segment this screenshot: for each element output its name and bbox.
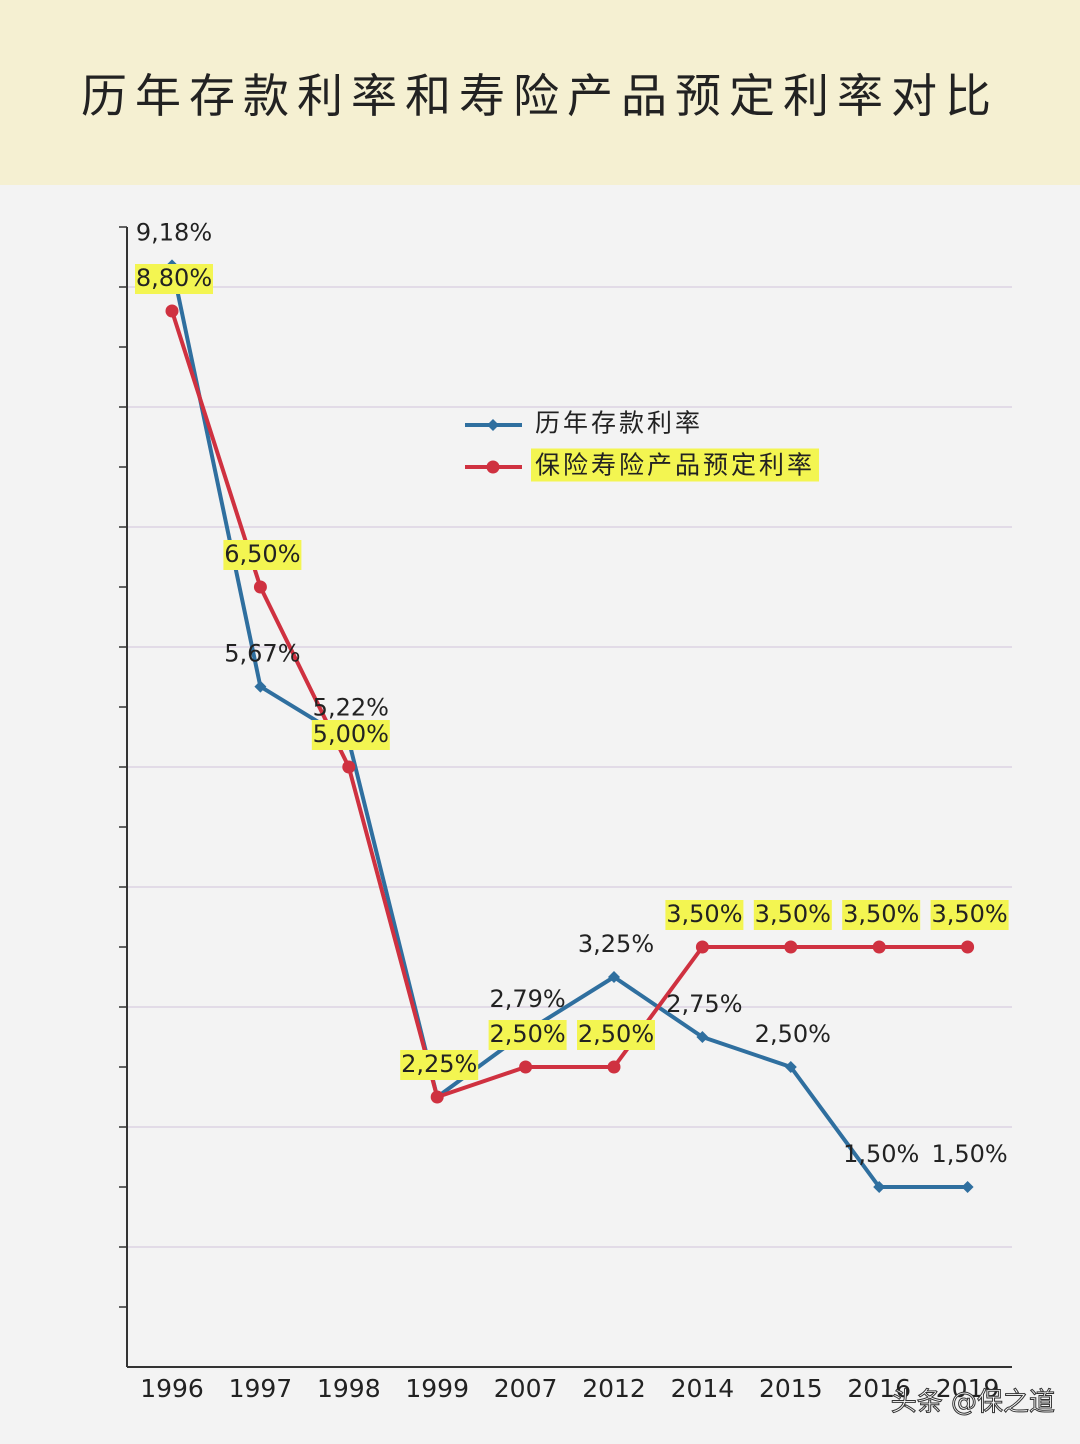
legend-label: 保险寿险产品预定利率 xyxy=(535,451,815,480)
data-label: 5,22% xyxy=(313,694,389,722)
data-label: 8,80% xyxy=(136,264,212,292)
data-label: 5,67% xyxy=(224,640,300,668)
series-line xyxy=(170,264,968,1189)
point xyxy=(873,1181,886,1193)
label-highlight xyxy=(135,264,213,294)
x-tick-label: 2014 xyxy=(671,1374,735,1403)
data-label: 1,50% xyxy=(931,1140,1007,1168)
point xyxy=(961,940,975,954)
x-tick-label: 1997 xyxy=(229,1374,293,1403)
point xyxy=(165,304,179,318)
label-highlight xyxy=(842,900,921,930)
point xyxy=(608,971,620,983)
point xyxy=(486,460,500,474)
data-label: 3,50% xyxy=(931,900,1007,928)
x-tick-label: 1996 xyxy=(140,1374,204,1403)
data-label: 2,79% xyxy=(489,985,565,1013)
x-tick-label: 1999 xyxy=(405,1374,469,1403)
data-label: 2,50% xyxy=(489,1020,565,1048)
x-tick-label: 2019 xyxy=(936,1374,1000,1403)
watermark: 头条 @保之道 xyxy=(891,1388,1055,1418)
x-tick-label: 2016 xyxy=(847,1374,911,1403)
data-label: 2,50% xyxy=(755,1020,831,1048)
x-tick-label: 2015 xyxy=(759,1374,823,1403)
label-highlight xyxy=(400,1050,479,1080)
point xyxy=(872,940,886,954)
point xyxy=(695,940,709,954)
x-tick-label: 2012 xyxy=(582,1374,646,1403)
label-highlight xyxy=(577,1020,655,1050)
point xyxy=(430,1090,444,1104)
label-highlight xyxy=(223,540,302,570)
point xyxy=(696,1031,709,1043)
legend-highlight xyxy=(531,448,820,482)
label-highlight xyxy=(930,900,1009,930)
legend-label: 历年存款利率 xyxy=(535,409,703,438)
data-label: 3,50% xyxy=(666,900,742,928)
point xyxy=(254,680,267,693)
point xyxy=(607,1060,621,1074)
data-label: 2,25% xyxy=(401,1050,477,1078)
x-tick-label: 2007 xyxy=(494,1374,558,1403)
point xyxy=(253,580,267,594)
point xyxy=(784,1061,797,1073)
label-highlight xyxy=(488,1020,567,1050)
label-highlight xyxy=(665,900,744,930)
point xyxy=(519,1060,533,1074)
series-line xyxy=(170,310,968,1099)
data-label: 3,50% xyxy=(843,900,919,928)
chart-title: 历年存款利率和寿险产品预定利率对比 xyxy=(81,69,999,123)
x-tick-label: 1998 xyxy=(317,1374,381,1403)
data-label: 3,50% xyxy=(755,900,831,928)
header-band xyxy=(0,0,1080,185)
point xyxy=(961,1181,974,1193)
point xyxy=(342,760,356,774)
data-label: 2,50% xyxy=(578,1020,654,1048)
data-label: 9,18% xyxy=(136,218,212,246)
data-label: 2,75% xyxy=(666,990,742,1018)
data-label: 3,25% xyxy=(578,930,654,958)
data-label: 1,50% xyxy=(843,1140,919,1168)
label-highlight xyxy=(311,720,390,750)
point xyxy=(784,940,798,954)
data-label: 5,00% xyxy=(313,720,389,748)
data-label: 6,50% xyxy=(224,540,300,568)
point xyxy=(487,419,499,431)
label-highlight xyxy=(753,900,832,930)
